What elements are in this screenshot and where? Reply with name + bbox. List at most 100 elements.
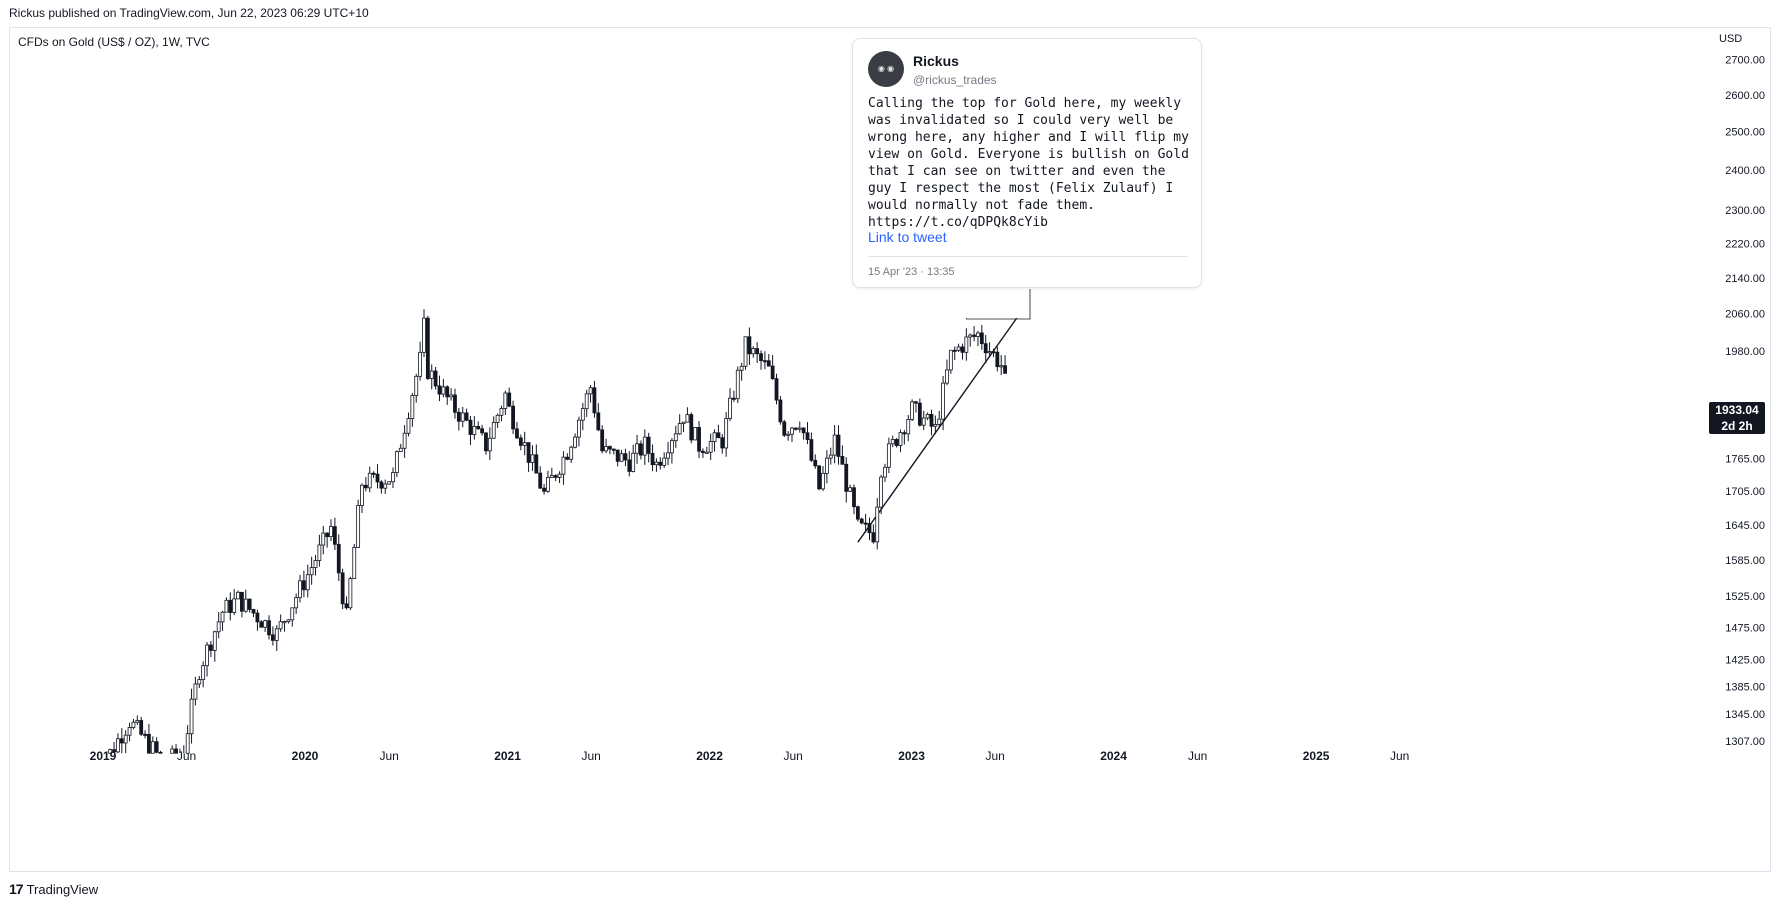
candle [712, 429, 717, 452]
candle [801, 427, 806, 440]
candle [348, 576, 353, 611]
candle [948, 349, 953, 374]
trendline-layer [857, 317, 1018, 543]
candle [522, 431, 527, 456]
candle [305, 564, 310, 598]
candle [836, 425, 841, 465]
candle [538, 466, 543, 489]
candle [821, 466, 825, 492]
candle [592, 380, 597, 418]
candle [762, 351, 767, 370]
candle [670, 437, 674, 464]
candle [363, 476, 368, 492]
candle [282, 620, 287, 632]
candle [898, 429, 903, 453]
candle [205, 642, 209, 677]
candle [542, 483, 546, 495]
candle [755, 342, 760, 363]
tradingview-logo[interactable]: 17 TradingView [9, 881, 98, 897]
tweet-body: Calling the top for Gold here, my weekly… [868, 96, 1189, 230]
candle [697, 421, 701, 459]
candle [658, 457, 663, 470]
candle [143, 730, 147, 739]
candle [243, 589, 248, 613]
candle [313, 554, 318, 576]
candle [844, 457, 849, 503]
candle [197, 675, 202, 688]
candle [515, 421, 519, 440]
candle [325, 532, 330, 548]
candle [255, 609, 260, 631]
candle [917, 398, 922, 427]
candle [728, 388, 732, 422]
candle [852, 484, 856, 515]
candle [832, 424, 837, 464]
candle [813, 454, 818, 469]
y-tick-label: 1585.00 [1725, 555, 1765, 567]
candle [879, 474, 884, 515]
candle [561, 451, 566, 485]
candle [476, 421, 481, 430]
candle [790, 426, 794, 443]
candle [549, 467, 554, 478]
symbol-label[interactable]: CFDs on Gold (US$ / OZ), 1W, TVC [18, 35, 210, 49]
y-tick-label: 1645.00 [1725, 520, 1765, 532]
candle [867, 517, 872, 541]
candle [123, 730, 128, 754]
candle [848, 484, 853, 493]
x-tick-label: 2024 [1100, 749, 1127, 763]
support-trendline[interactable] [857, 317, 1018, 543]
candle [402, 425, 407, 458]
candle [290, 607, 295, 627]
candle [174, 744, 178, 754]
candle [224, 597, 229, 613]
tweet-marker-layer [965, 289, 1031, 320]
candle [778, 396, 783, 425]
candle [189, 688, 194, 744]
candle [112, 742, 116, 754]
candle [964, 328, 969, 361]
candle [150, 736, 155, 754]
candle [480, 424, 484, 436]
candle [298, 574, 302, 603]
x-tick-label: 2022 [696, 749, 723, 763]
candle [615, 449, 620, 467]
candle [352, 543, 357, 580]
candle [487, 427, 492, 461]
candle [685, 407, 690, 423]
candle [716, 424, 721, 439]
candle [604, 438, 608, 454]
candle [863, 513, 868, 533]
candle [367, 466, 372, 493]
tweet-card[interactable]: ◉ ◉ Rickus @rickus_trades Calling the to… [852, 38, 1202, 288]
link-to-tweet[interactable]: Link to tweet [868, 229, 947, 245]
candle [271, 626, 275, 646]
tweet-author-handle: @rickus_trades [913, 73, 997, 87]
candle [216, 612, 221, 639]
publish-header: Rickus published on TradingView.com, Jun… [9, 6, 369, 20]
chart-frame[interactable] [9, 27, 1771, 872]
candle [464, 408, 469, 422]
avatar[interactable]: ◉ ◉ [868, 51, 904, 87]
candle [588, 384, 593, 403]
candle [414, 373, 419, 403]
candle [131, 719, 136, 730]
candle [394, 450, 399, 478]
y-tick-label: 2140.00 [1725, 273, 1765, 285]
candle [263, 619, 268, 632]
candle [286, 619, 291, 624]
candle [329, 519, 333, 542]
candle [999, 355, 1004, 375]
candle [627, 451, 632, 477]
candles-layer [108, 309, 1007, 754]
candle [945, 359, 949, 386]
candle [786, 431, 791, 441]
candle [495, 413, 500, 428]
x-tick-label: Jun [379, 749, 398, 763]
x-tick-label: Jun [177, 749, 196, 763]
candle [704, 446, 709, 454]
y-tick-label: 1525.00 [1725, 591, 1765, 603]
y-tick-label: 2300.00 [1725, 205, 1765, 217]
candle [247, 598, 252, 613]
